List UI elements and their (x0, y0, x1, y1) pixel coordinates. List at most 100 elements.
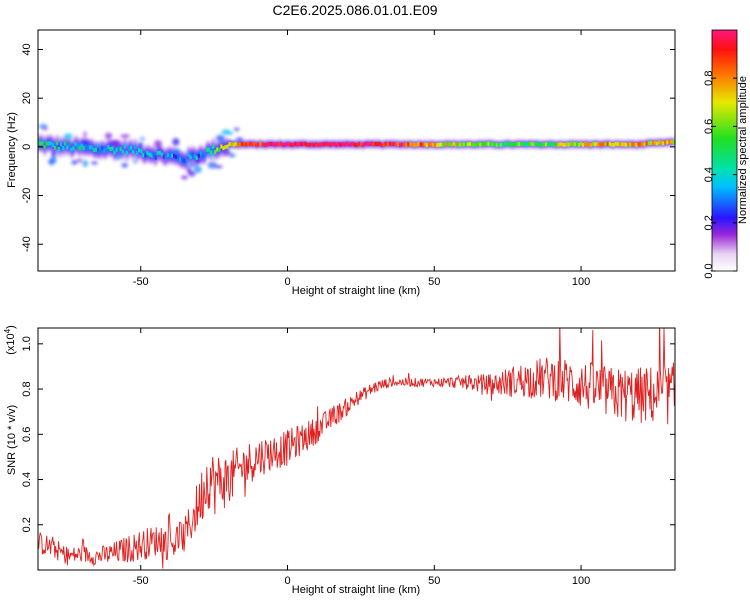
spectrogram-cell (565, 142, 568, 147)
spectrogram-cell (670, 139, 673, 144)
snr-scale-label: (x104) (3, 325, 17, 355)
spectrogram-ytick-label: -40 (21, 236, 33, 252)
spectrogram-cell (38, 141, 40, 146)
spectrogram-cell (78, 146, 81, 151)
spectrogram-cell (279, 141, 283, 146)
spectrogram-cell (335, 143, 338, 148)
spectrogram-cell (60, 142, 63, 147)
spectrogram-cell (86, 145, 89, 150)
spectrogram-blob (51, 150, 56, 159)
spectrogram-cell (483, 142, 486, 147)
spectrogram-cell (436, 143, 439, 148)
spectrogram-cell (80, 143, 83, 148)
spectrogram-cell (286, 142, 289, 147)
spectrogram-cell (70, 147, 73, 152)
spectrogram-cell (265, 142, 268, 147)
spectrogram-cell (259, 141, 262, 146)
spectrogram-cell (216, 147, 219, 152)
spectrogram-cell (489, 141, 492, 146)
spectrogram-cell (481, 141, 484, 146)
spectrogram-cell (304, 142, 307, 147)
spectrogram-cell (154, 155, 157, 160)
spectrogram-cell (152, 152, 155, 157)
spectrogram-cell (444, 141, 447, 146)
spectrogram-cell (199, 151, 202, 156)
spectrogram-cell (125, 150, 128, 155)
colorbar-tick-label: 0.2 (703, 215, 715, 230)
spectrogram-cell (107, 145, 110, 150)
spectrogram-cell (292, 142, 295, 147)
spectrogram-blob (228, 153, 236, 158)
spectrogram-cell (551, 142, 554, 147)
spectrogram-cell (468, 142, 472, 147)
spectrogram-cell (320, 142, 324, 147)
spectrogram-cell (499, 142, 502, 147)
spectrogram-cell (224, 145, 227, 150)
spectrogram-cell (643, 142, 646, 147)
spectrogram-cell (411, 142, 414, 147)
spectrogram-cell (302, 141, 305, 146)
spectrogram-cell (181, 157, 184, 162)
spectrogram-cell (325, 141, 328, 146)
spectrogram-cell (454, 142, 457, 147)
spectrogram-cell (479, 142, 482, 147)
spectrogram-cell (238, 142, 241, 147)
spectrogram-cell (127, 146, 131, 151)
spectrogram-cell (522, 142, 525, 147)
spectrogram-cell (201, 154, 204, 159)
figure-title: C2E6.2025.086.01.01.E09 (272, 2, 437, 18)
spectrogram-cell (131, 149, 135, 154)
spectrogram-cell (409, 142, 412, 147)
spectrogram-cell (337, 141, 340, 146)
spectrogram-cell (232, 142, 235, 147)
spectrogram-cell (164, 155, 167, 160)
colorbar-tick-label: 0.4 (703, 167, 715, 182)
spectrogram-cell (536, 141, 539, 146)
spectrogram-cell (419, 142, 422, 147)
spectrogram-cell (205, 147, 209, 152)
spectrogram-cell (349, 142, 352, 147)
spectrogram-blob (153, 139, 163, 148)
spectrogram-cell (553, 142, 556, 147)
spectrogram-cell (146, 151, 149, 156)
snr-frame (37, 327, 676, 571)
spectrogram-cell (370, 141, 373, 146)
spectrogram-cell (331, 142, 334, 147)
spectrogram-cell (368, 142, 371, 147)
snr-xlabel: Height of straight line (km) (292, 584, 420, 596)
spectrogram-cell (520, 142, 523, 147)
snr-xtick-label: 0 (284, 575, 290, 587)
spectrogram-xtick-label: 100 (572, 276, 590, 288)
spectrogram-blob (236, 137, 244, 141)
spectrogram-cell (210, 150, 213, 155)
spectrogram-cell (300, 142, 303, 147)
spectrogram-cell (399, 143, 402, 148)
spectrogram-cell (542, 142, 546, 147)
spectrogram-cell (234, 142, 237, 147)
snr-xtick-label: -50 (133, 575, 149, 587)
spectrogram-cell (362, 142, 365, 147)
spectrogram-cell (168, 153, 172, 158)
spectrogram-blob (71, 160, 78, 165)
colorbar-tick-label: 0.8 (703, 71, 715, 86)
spectrogram-cell (271, 142, 274, 147)
spectrogram-cell (290, 142, 293, 147)
spectrogram-cell (604, 142, 607, 147)
spectrogram-cell (629, 142, 632, 147)
spectrogram-cell (429, 141, 433, 146)
spectrogram-cell (244, 142, 248, 147)
spectrogram-cell (586, 142, 589, 147)
spectrogram-cell (197, 153, 200, 158)
spectrogram-panel: -50 0 50 100 -40 -20 0 20 40 Height of straight… (6, 29, 676, 297)
spectrogram-cell (133, 145, 137, 150)
spectrogram-ridge (38, 139, 675, 164)
spectrogram-cell (109, 147, 112, 152)
spectrogram-cell (49, 141, 52, 146)
spectrogram-cell (485, 141, 488, 146)
spectrogram-cell (306, 142, 309, 147)
spectrogram-cell (475, 142, 478, 147)
spectrogram-cell (421, 143, 424, 148)
spectrogram-blob (214, 165, 223, 169)
spectrogram-cell (316, 142, 320, 147)
spectrogram-cell (183, 158, 186, 163)
